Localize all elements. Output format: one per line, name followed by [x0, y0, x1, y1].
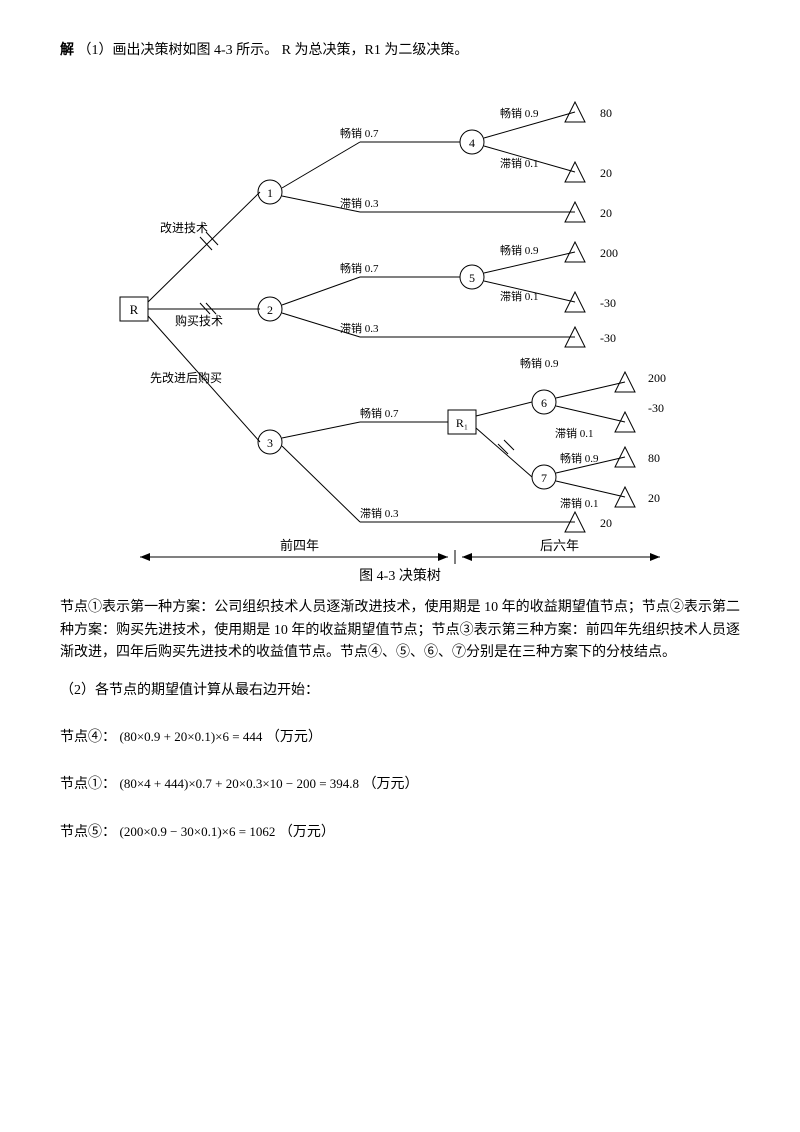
svg-text:200: 200: [600, 246, 618, 260]
node6: 6: [541, 396, 547, 410]
branch1-label: 改进技术: [160, 221, 208, 235]
calc-node5: 节点⑤： (200×0.9 − 30×0.1)×6 = 1062 （万元）: [60, 822, 740, 844]
svg-text:-30: -30: [600, 331, 616, 345]
node3: 3: [267, 436, 273, 450]
svg-text:滞销 0.1: 滞销 0.1: [555, 426, 594, 440]
node5: 5: [469, 271, 475, 285]
explanation-paragraph: 节点①表示第一种方案：公司组织技术人员逐渐改进技术，使用期是 10 年的收益期望…: [60, 597, 740, 664]
branch3-label: 先改进后购买: [150, 370, 222, 385]
header-line: 解 （1）画出决策树如图 4-3 所示。 R 为总决策，R1 为二级决策。: [60, 40, 740, 62]
solution-text: （1）画出决策树如图 4-3 所示。 R 为总决策，R1 为二级决策。: [78, 43, 469, 58]
timeline-left: 前四年: [280, 538, 319, 553]
svg-text:80: 80: [648, 451, 660, 465]
decision-tree: R 改进技术 购买技术 先改进后购买 1 2 3 畅销 0.7 滞销 0.3 4…: [100, 82, 700, 582]
svg-text:20: 20: [648, 491, 660, 505]
solution-prefix: 解: [60, 43, 74, 58]
svg-text:滞销 0.3: 滞销 0.3: [340, 321, 379, 335]
svg-text:-30: -30: [648, 401, 664, 415]
svg-text:80: 80: [600, 106, 612, 120]
svg-text:滞销 0.1: 滞销 0.1: [500, 156, 539, 170]
svg-text:200: 200: [648, 371, 666, 385]
svg-text:畅销 0.7: 畅销 0.7: [340, 126, 379, 140]
svg-text:滞销 0.3: 滞销 0.3: [340, 196, 379, 210]
svg-text:20: 20: [600, 206, 612, 220]
branch2-label: 购买技术: [175, 313, 223, 328]
svg-text:畅销 0.9: 畅销 0.9: [500, 243, 539, 257]
svg-text:畅销 0.9: 畅销 0.9: [520, 356, 559, 370]
root-label: R: [130, 302, 139, 317]
section2-title: （2）各节点的期望值计算从最右边开始：: [60, 680, 740, 702]
timeline-right: 后六年: [540, 538, 579, 553]
svg-text:20: 20: [600, 166, 612, 180]
node7: 7: [541, 471, 547, 485]
calc-node4: 节点④： (80×0.9 + 20×0.1)×6 = 444 （万元）: [60, 727, 740, 749]
svg-text:畅销 0.9: 畅销 0.9: [560, 451, 599, 465]
svg-text:滞销 0.1: 滞销 0.1: [500, 289, 539, 303]
svg-text:畅销 0.9: 畅销 0.9: [500, 106, 539, 120]
svg-text:-30: -30: [600, 296, 616, 310]
svg-text:畅销 0.7: 畅销 0.7: [360, 406, 399, 420]
calc-node1: 节点①： (80×4 + 444)×0.7 + 20×0.3×10 − 200 …: [60, 774, 740, 796]
node4: 4: [469, 136, 475, 150]
node2: 2: [267, 303, 273, 317]
node1: 1: [267, 186, 273, 200]
svg-text:滞销 0.3: 滞销 0.3: [360, 506, 399, 520]
sub-root: R₁: [456, 416, 468, 430]
figure-caption: 图 4-3 决策树: [359, 567, 441, 582]
svg-text:滞销 0.1: 滞销 0.1: [560, 496, 599, 510]
svg-text:畅销 0.7: 畅销 0.7: [340, 261, 379, 275]
svg-text:20: 20: [600, 516, 612, 530]
